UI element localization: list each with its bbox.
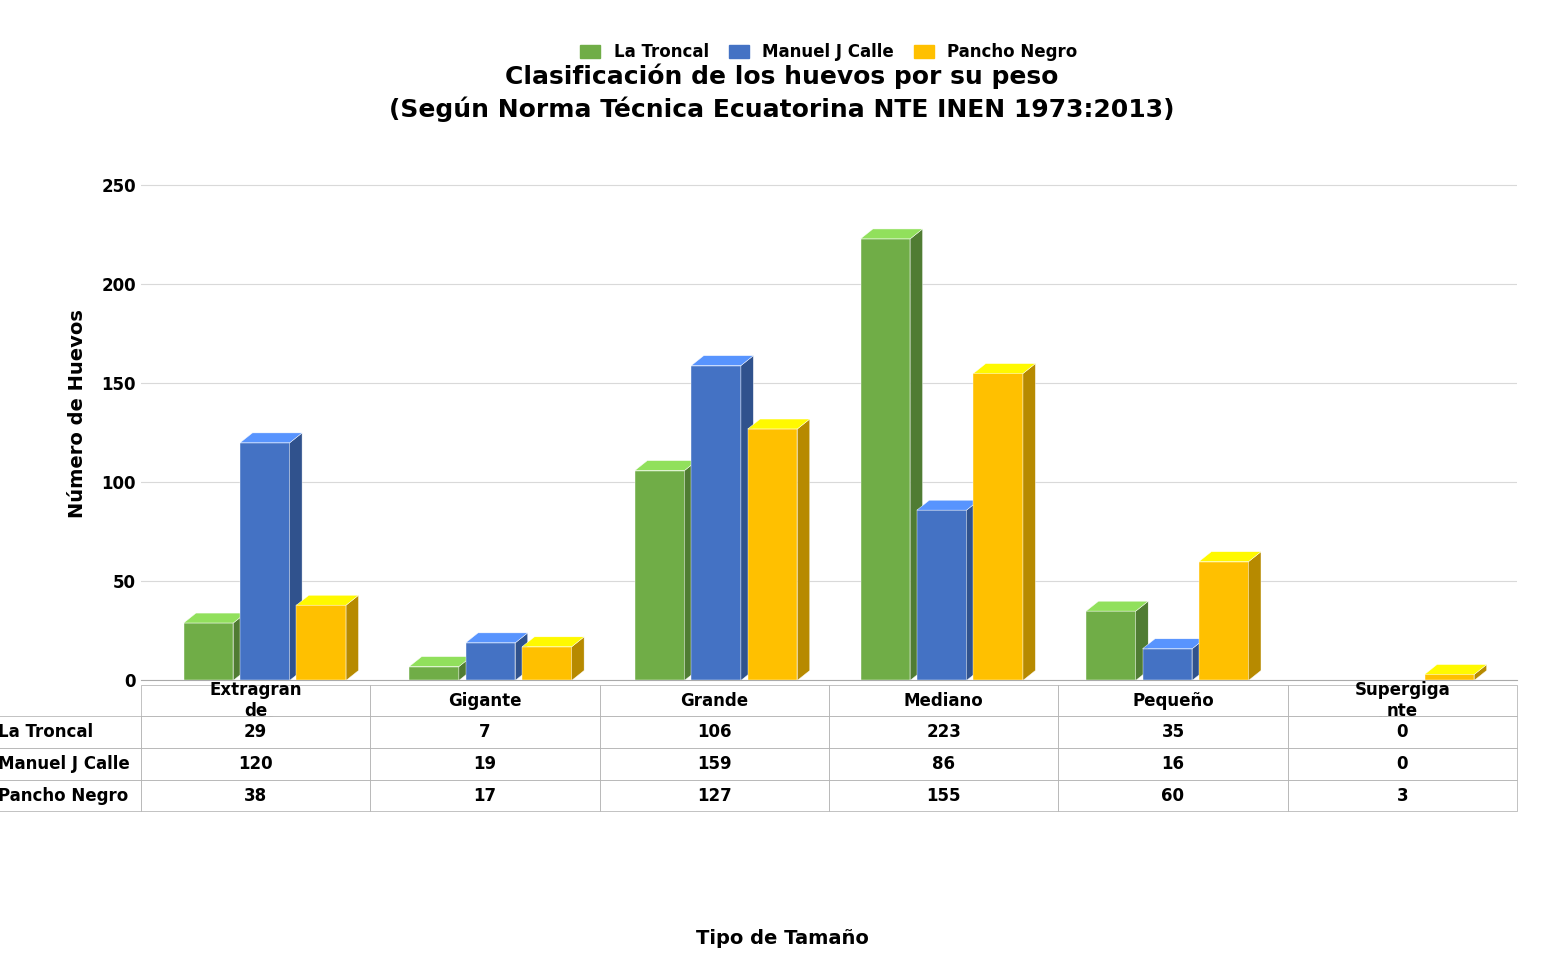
Polygon shape xyxy=(1085,602,1148,611)
Polygon shape xyxy=(515,633,527,680)
Polygon shape xyxy=(458,657,471,680)
Polygon shape xyxy=(410,657,471,667)
Polygon shape xyxy=(239,433,302,443)
Polygon shape xyxy=(289,433,302,680)
Polygon shape xyxy=(1143,639,1204,648)
Polygon shape xyxy=(910,229,923,680)
Text: Clasificación de los huevos por su peso
(Según Norma Técnica Ecuatorina NTE INEN: Clasificación de los huevos por su peso … xyxy=(389,63,1175,122)
Polygon shape xyxy=(1085,611,1135,680)
Polygon shape xyxy=(466,642,515,680)
Polygon shape xyxy=(297,595,358,606)
Polygon shape xyxy=(233,613,246,680)
Polygon shape xyxy=(685,461,698,680)
Polygon shape xyxy=(860,239,910,680)
Polygon shape xyxy=(297,606,346,680)
Polygon shape xyxy=(1200,562,1248,680)
Polygon shape xyxy=(572,637,583,680)
Polygon shape xyxy=(748,419,810,429)
Text: Tipo de Tamaño: Tipo de Tamaño xyxy=(696,928,868,948)
Polygon shape xyxy=(346,595,358,680)
Polygon shape xyxy=(860,229,923,239)
Polygon shape xyxy=(1425,675,1475,680)
Polygon shape xyxy=(1475,665,1487,680)
Y-axis label: Número de Huevos: Número de Huevos xyxy=(69,309,88,517)
Polygon shape xyxy=(748,429,798,680)
Polygon shape xyxy=(1023,364,1035,680)
Polygon shape xyxy=(522,637,583,646)
Polygon shape xyxy=(635,470,685,680)
Polygon shape xyxy=(1135,602,1148,680)
Polygon shape xyxy=(183,613,246,623)
Polygon shape xyxy=(691,356,754,365)
Polygon shape xyxy=(798,419,810,680)
Polygon shape xyxy=(741,356,754,680)
Polygon shape xyxy=(917,510,967,680)
Polygon shape xyxy=(973,364,1035,373)
Polygon shape xyxy=(1248,552,1261,680)
Polygon shape xyxy=(1200,552,1261,562)
Polygon shape xyxy=(410,667,458,680)
Polygon shape xyxy=(917,501,979,510)
Polygon shape xyxy=(183,623,233,680)
Legend: La Troncal, Manuel J Calle, Pancho Negro: La Troncal, Manuel J Calle, Pancho Negro xyxy=(574,37,1084,68)
Polygon shape xyxy=(635,461,698,470)
Polygon shape xyxy=(1425,665,1487,675)
Polygon shape xyxy=(973,373,1023,680)
Polygon shape xyxy=(967,501,979,680)
Polygon shape xyxy=(522,646,572,680)
Polygon shape xyxy=(239,443,289,680)
Polygon shape xyxy=(691,365,741,680)
Polygon shape xyxy=(1143,648,1192,680)
Polygon shape xyxy=(1192,639,1204,680)
Polygon shape xyxy=(466,633,527,642)
